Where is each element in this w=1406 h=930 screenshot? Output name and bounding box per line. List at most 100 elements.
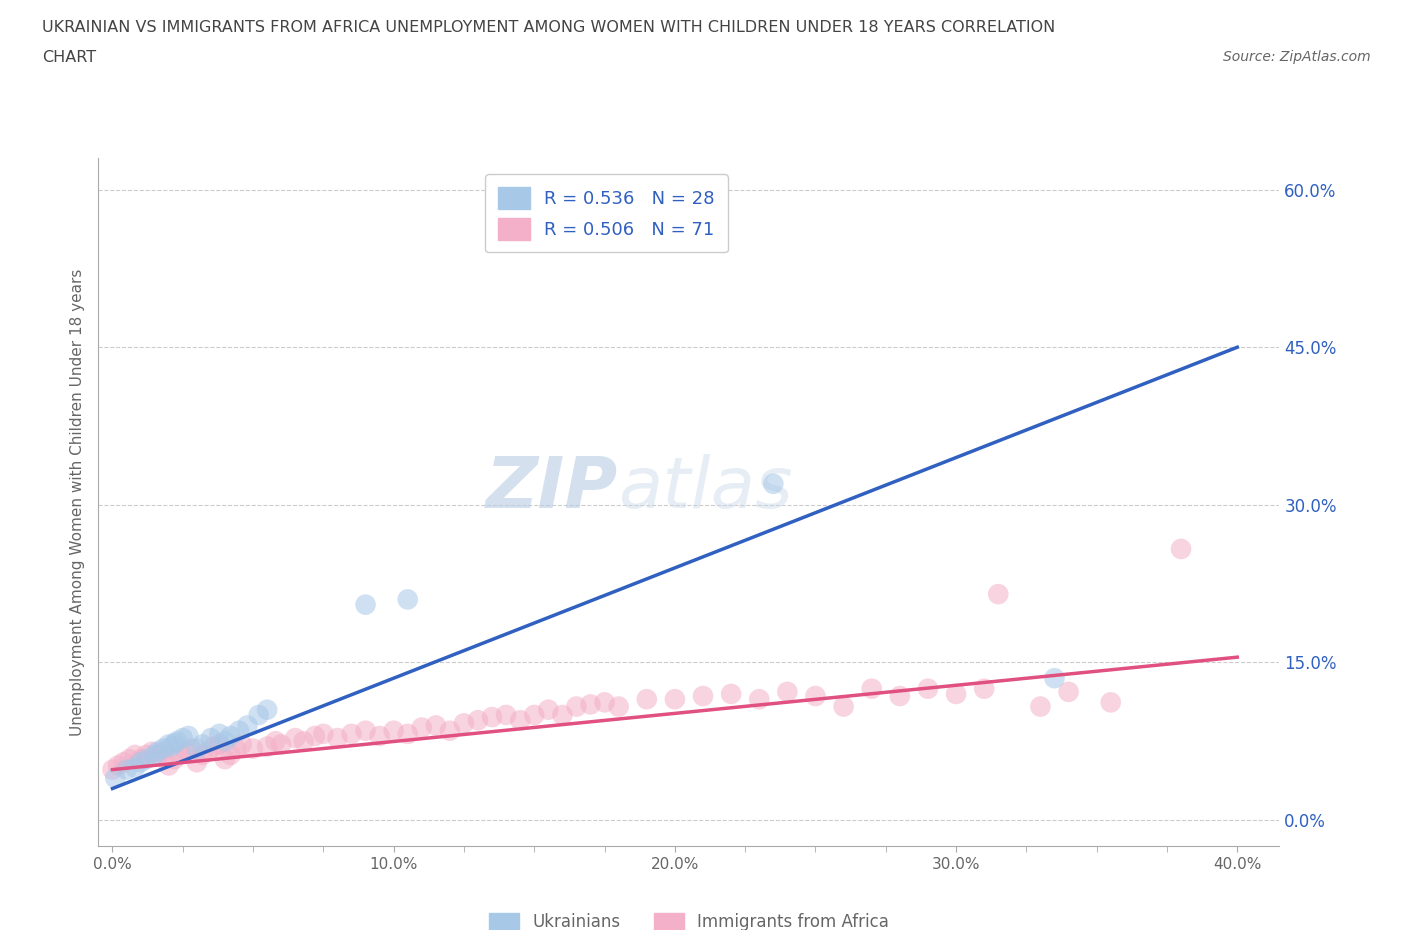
Point	[104, 771, 127, 786]
Point	[129, 755, 152, 770]
Point	[107, 758, 129, 773]
Point	[720, 686, 742, 701]
Point	[180, 741, 202, 756]
Point	[219, 748, 242, 763]
Point	[186, 755, 208, 770]
Point	[146, 744, 169, 759]
Point	[481, 710, 503, 724]
Point	[1043, 671, 1066, 685]
Point	[236, 718, 259, 733]
Point	[141, 744, 163, 759]
Text: ZIP: ZIP	[486, 454, 619, 523]
Point	[115, 763, 138, 777]
Point	[973, 682, 995, 697]
Point	[495, 708, 517, 723]
Point	[186, 741, 208, 756]
Point	[225, 741, 247, 756]
Point	[593, 695, 616, 710]
Point	[231, 737, 253, 751]
Point	[118, 751, 141, 766]
Point	[832, 699, 855, 714]
Text: CHART: CHART	[42, 50, 96, 65]
Point	[270, 737, 292, 751]
Point	[256, 739, 278, 754]
Point	[1170, 541, 1192, 556]
Point	[776, 684, 799, 699]
Point	[354, 597, 377, 612]
Point	[166, 734, 188, 749]
Point	[172, 731, 194, 746]
Point	[607, 699, 630, 714]
Point	[174, 744, 197, 759]
Point	[157, 758, 180, 773]
Point	[382, 724, 405, 738]
Point	[264, 734, 287, 749]
Point	[748, 692, 770, 707]
Point	[467, 712, 489, 727]
Point	[565, 699, 588, 714]
Point	[177, 728, 200, 743]
Point	[304, 728, 326, 743]
Text: UKRAINIAN VS IMMIGRANTS FROM AFRICA UNEMPLOYMENT AMONG WOMEN WITH CHILDREN UNDER: UKRAINIAN VS IMMIGRANTS FROM AFRICA UNEM…	[42, 20, 1056, 35]
Point	[242, 741, 264, 756]
Y-axis label: Unemployment Among Women with Children Under 18 years: Unemployment Among Women with Children U…	[70, 269, 86, 736]
Point	[664, 692, 686, 707]
Text: Source: ZipAtlas.com: Source: ZipAtlas.com	[1223, 50, 1371, 64]
Point	[945, 686, 967, 701]
Point	[208, 737, 231, 751]
Point	[152, 741, 174, 756]
Point	[163, 751, 186, 766]
Point	[256, 702, 278, 717]
Point	[396, 592, 419, 607]
Point	[112, 755, 135, 770]
Point	[202, 739, 225, 754]
Point	[1029, 699, 1052, 714]
Point	[396, 726, 419, 741]
Point	[425, 718, 447, 733]
Point	[157, 737, 180, 751]
Point	[135, 748, 157, 763]
Point	[214, 751, 236, 766]
Point	[326, 731, 349, 746]
Point	[163, 736, 186, 751]
Point	[368, 728, 391, 743]
Point	[135, 751, 157, 766]
Point	[160, 739, 183, 754]
Text: atlas: atlas	[619, 454, 793, 523]
Point	[200, 731, 222, 746]
Point	[523, 708, 546, 723]
Point	[411, 720, 433, 735]
Point	[292, 734, 315, 749]
Point	[987, 587, 1010, 602]
Point	[284, 731, 307, 746]
Point	[197, 744, 219, 759]
Point	[860, 682, 883, 697]
Point	[219, 728, 242, 743]
Point	[312, 726, 335, 741]
Point	[1057, 684, 1080, 699]
Point	[636, 692, 658, 707]
Point	[247, 708, 270, 723]
Point	[537, 702, 560, 717]
Point	[101, 763, 124, 777]
Point	[169, 748, 191, 763]
Point	[889, 688, 911, 703]
Point	[509, 712, 531, 727]
Point	[208, 726, 231, 741]
Point	[762, 476, 785, 491]
Point	[191, 748, 214, 763]
Point	[340, 726, 363, 741]
Point	[124, 760, 146, 775]
Legend: Ukrainians, Immigrants from Africa: Ukrainians, Immigrants from Africa	[482, 906, 896, 930]
Point	[228, 724, 250, 738]
Point	[191, 737, 214, 751]
Point	[453, 716, 475, 731]
Point	[146, 748, 169, 763]
Point	[214, 734, 236, 749]
Point	[917, 682, 939, 697]
Point	[129, 751, 152, 766]
Point	[804, 688, 827, 703]
Point	[354, 724, 377, 738]
Point	[152, 744, 174, 759]
Point	[124, 748, 146, 763]
